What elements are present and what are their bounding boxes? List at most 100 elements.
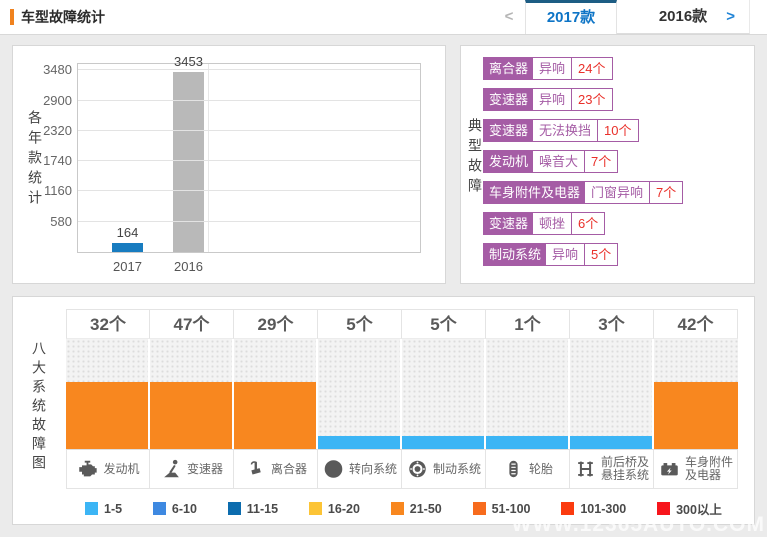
systems-chart-panel: 八大系统故障图 32个 47个 29个 5个 5个 1个 3个 42个 发动机 bbox=[12, 296, 755, 525]
systems-table: 32个 47个 29个 5个 5个 1个 3个 42个 发动机 bbox=[66, 309, 738, 489]
system-label: 车身附件 及电器 bbox=[654, 449, 738, 489]
legend-label: 300以上 bbox=[676, 503, 722, 517]
system-label: 转向系统 bbox=[318, 449, 402, 489]
system-column bbox=[66, 339, 150, 449]
gridline bbox=[78, 69, 420, 71]
system-count: 47个 bbox=[150, 309, 234, 339]
typical-fault-item[interactable]: 变速器 异响 23个 bbox=[483, 88, 613, 111]
fault-issue: 异响 bbox=[533, 89, 573, 110]
x-label-2017: 2017 bbox=[113, 259, 142, 274]
system-column bbox=[570, 339, 654, 449]
legend-item: 11-15 bbox=[227, 501, 279, 516]
systems-bars-row bbox=[66, 339, 738, 449]
next-model-arrow-icon[interactable]: > bbox=[726, 8, 735, 25]
legend-swatch bbox=[390, 502, 404, 515]
system-column bbox=[318, 339, 402, 449]
system-name: 前后桥及 悬挂系统 bbox=[600, 455, 649, 482]
legend-swatch bbox=[657, 502, 671, 515]
category-split-line bbox=[208, 64, 209, 252]
yearly-chart: 各年款统计 164 2017 3453 2016 580 1160 1740 2320… bbox=[12, 45, 446, 284]
system-name: 制动系统 bbox=[432, 461, 481, 476]
typical-fault-item[interactable]: 离合器 异响 24个 bbox=[483, 57, 613, 80]
systems-chart-side-label: 八大系统故障图 bbox=[31, 341, 47, 474]
fault-issue: 异响 bbox=[546, 244, 586, 265]
system-name: 车身附件 及电器 bbox=[684, 455, 733, 482]
gridline bbox=[78, 129, 420, 131]
y-tick-label: 2900 bbox=[43, 92, 72, 108]
level-bar bbox=[486, 435, 568, 449]
header-bar: 车型故障统计 < 2017款 2016款 > bbox=[0, 0, 767, 35]
level-bar bbox=[402, 435, 484, 449]
legend-item: 1-5 bbox=[85, 502, 122, 516]
typical-fault-item[interactable]: 变速器 顿挫 6个 bbox=[483, 212, 606, 235]
gridline bbox=[78, 220, 420, 222]
system-name: 变速器 bbox=[186, 461, 223, 476]
level-bar bbox=[654, 381, 738, 449]
level-bar bbox=[66, 381, 148, 449]
legend-item: 51-100 bbox=[472, 501, 531, 516]
fault-part: 变速器 bbox=[484, 89, 534, 110]
y-tick-label: 1740 bbox=[43, 153, 72, 169]
legend-item: 300以上 bbox=[657, 499, 722, 518]
typical-fault-item[interactable]: 车身附件及电器 门窗异响 7个 bbox=[483, 181, 684, 204]
tab-2017[interactable]: 2017款 bbox=[525, 0, 617, 34]
fault-count: 7个 bbox=[591, 154, 612, 169]
legend-item: 6-10 bbox=[152, 502, 197, 516]
y-tick-label: 3480 bbox=[43, 62, 72, 78]
legend-label: 21-50 bbox=[409, 501, 442, 516]
system-label: 轮胎 bbox=[486, 449, 570, 489]
prev-model-arrow-icon[interactable]: < bbox=[504, 8, 514, 25]
engine-icon bbox=[76, 458, 99, 480]
axle-suspension-icon bbox=[574, 458, 597, 480]
fault-count: 10个 bbox=[604, 123, 632, 138]
typical-fault-item[interactable]: 发动机 噪音大 7个 bbox=[483, 150, 619, 173]
typical-fault-item[interactable]: 制动系统 异响 5个 bbox=[483, 243, 619, 266]
legend-swatch bbox=[152, 502, 166, 515]
bar-2016-value: 3453 bbox=[174, 53, 203, 69]
typical-fault-list: 离合器 异响 24个 变速器 异响 23个 变速器 无法换挡 10个 发动机 噪… bbox=[483, 57, 684, 274]
bar-2017-fill bbox=[112, 243, 143, 252]
system-name: 转向系统 bbox=[348, 461, 397, 476]
fault-part: 制动系统 bbox=[484, 244, 547, 265]
y-tick-label: 2320 bbox=[43, 122, 72, 138]
system-label: 制动系统 bbox=[402, 449, 486, 489]
gridline bbox=[78, 160, 420, 162]
severity-legend: 1-5 6-10 11-15 16-20 21-50 51-100 101-30… bbox=[85, 499, 722, 518]
gridline bbox=[78, 99, 420, 101]
clutch-icon bbox=[244, 458, 267, 480]
system-column bbox=[402, 339, 486, 449]
yearly-plot: 164 2017 3453 2016 580 1160 1740 2320 2900 34… bbox=[43, 54, 421, 274]
system-name: 发动机 bbox=[103, 461, 140, 476]
typical-faults-side-label: 典型故障 bbox=[467, 118, 483, 198]
system-count: 1个 bbox=[486, 309, 570, 339]
title-accent-marker bbox=[10, 9, 14, 25]
fault-count: 5个 bbox=[591, 247, 612, 262]
gearbox-icon bbox=[160, 458, 183, 480]
brake-icon bbox=[406, 458, 429, 480]
fault-count: 24个 bbox=[578, 61, 606, 76]
fault-issue: 无法换挡 bbox=[533, 120, 599, 141]
fault-part: 发动机 bbox=[484, 151, 534, 172]
fault-issue: 异响 bbox=[533, 58, 573, 79]
x-label-2016: 2016 bbox=[174, 259, 203, 274]
system-column bbox=[150, 339, 234, 449]
legend-label: 11-15 bbox=[246, 501, 279, 516]
legend-swatch bbox=[308, 502, 322, 515]
tab-2016[interactable]: 2016款 > bbox=[617, 0, 750, 34]
tire-icon bbox=[502, 458, 525, 480]
typical-fault-item[interactable]: 变速器 无法换挡 10个 bbox=[483, 119, 639, 142]
system-count: 3个 bbox=[570, 309, 654, 339]
legend-label: 51-100 bbox=[491, 501, 531, 516]
body-electric-icon bbox=[658, 458, 681, 480]
fault-count: 23个 bbox=[578, 92, 606, 107]
gridline bbox=[78, 190, 420, 192]
legend-swatch bbox=[85, 502, 98, 515]
tab-2016-label: 2016款 bbox=[658, 8, 708, 25]
system-count: 5个 bbox=[318, 309, 402, 339]
fault-issue: 噪音大 bbox=[533, 151, 586, 172]
legend-item: 16-20 bbox=[308, 502, 360, 516]
system-label: 变速器 bbox=[150, 449, 234, 489]
system-column bbox=[486, 339, 570, 449]
level-bar bbox=[318, 435, 400, 449]
system-count: 5个 bbox=[402, 309, 486, 339]
